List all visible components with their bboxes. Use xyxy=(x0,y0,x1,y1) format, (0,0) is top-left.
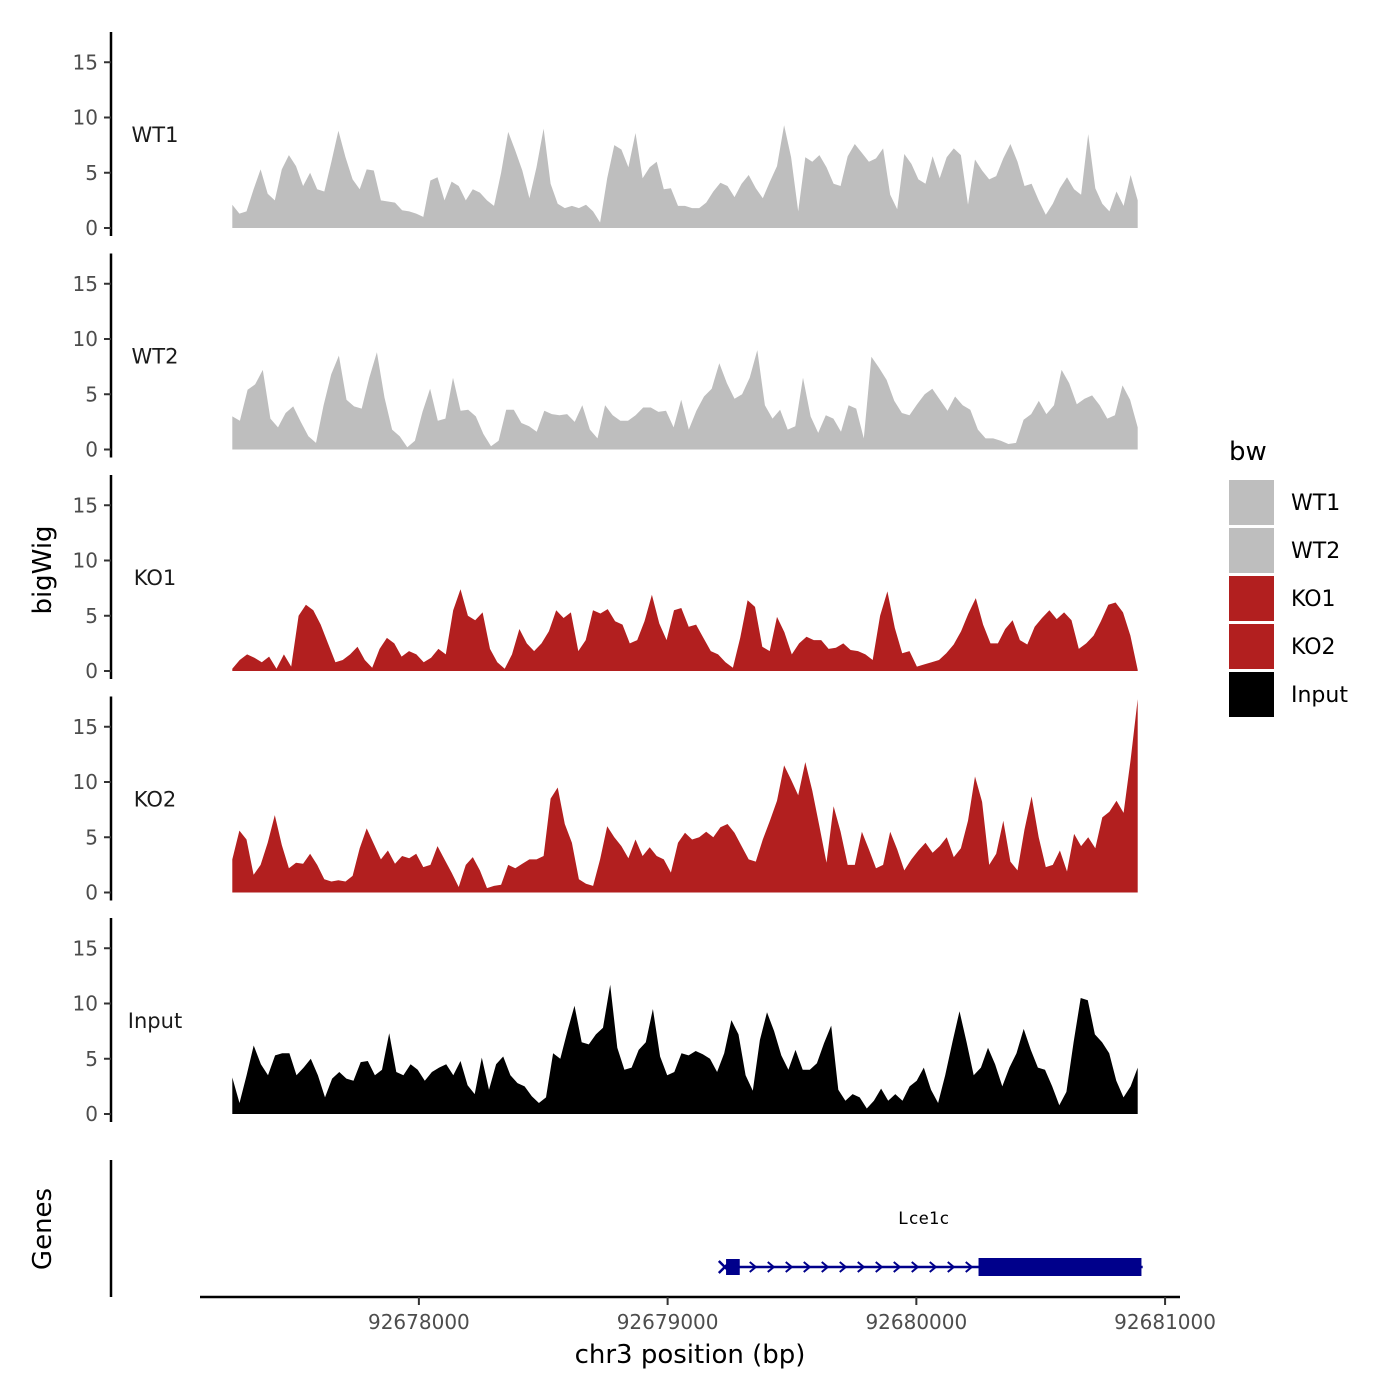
track-label-wt2: WT2 xyxy=(132,345,179,369)
x-ticks: 92678000 92679000 92680000 92681000 xyxy=(368,1297,1216,1334)
strand-chevron xyxy=(803,1261,812,1273)
track-label-ko2: KO2 xyxy=(134,788,177,812)
legend: bw WT1 WT2 KO1 KO2 Input xyxy=(1229,437,1348,717)
legend-label-input: Input xyxy=(1291,683,1348,708)
series-area-wt2 xyxy=(232,350,1138,450)
x-tick-label: 92678000 xyxy=(368,1310,470,1334)
panel-wt2: 0 5 10 15 WT2 xyxy=(73,253,1138,462)
legend-items: WT1 WT2 KO1 KO2 Input xyxy=(1229,480,1348,717)
legend-key-wt2 xyxy=(1229,528,1274,573)
genes-panel: Lce1c xyxy=(109,1160,1143,1297)
y-tick-label: 15 xyxy=(73,50,98,74)
strand-chevron xyxy=(767,1261,776,1273)
y-tick-label: 15 xyxy=(73,936,98,960)
strand-chevron xyxy=(857,1261,866,1273)
track-label-wt1: WT1 xyxy=(132,123,179,147)
strand-chevron xyxy=(893,1261,902,1273)
track-label-input: Input xyxy=(128,1009,182,1033)
y-tick-label: 10 xyxy=(73,106,98,130)
gene-lce1c xyxy=(717,1258,1143,1276)
x-tick-label: 92680000 xyxy=(865,1310,967,1334)
legend-title: bw xyxy=(1229,437,1267,467)
strand-chevron xyxy=(749,1261,758,1273)
x-axis: 92678000 92679000 92680000 92681000 xyxy=(200,1295,1216,1334)
legend-key-wt1 xyxy=(1229,480,1274,525)
strand-chevron xyxy=(947,1261,956,1273)
legend-label-wt2: WT2 xyxy=(1291,539,1340,564)
series-area-ko2 xyxy=(232,699,1138,893)
legend-label-wt1: WT1 xyxy=(1291,491,1340,516)
strand-chevron xyxy=(839,1261,848,1273)
gene-cds-block xyxy=(978,1258,1142,1276)
y-tick-label: 10 xyxy=(73,770,98,794)
gene-utr-block xyxy=(726,1259,740,1275)
gene-start-marker xyxy=(717,1260,732,1274)
y-tick-label: 0 xyxy=(85,216,98,240)
panel-wt1: 0 5 10 15 WT1 xyxy=(73,32,1138,240)
strand-chevron xyxy=(911,1261,920,1273)
y-tick-label: 5 xyxy=(85,604,98,628)
legend-key-ko2 xyxy=(1229,624,1274,669)
y-tick-label: 0 xyxy=(85,1102,98,1126)
y-tick-label: 10 xyxy=(73,327,98,351)
strand-chevron xyxy=(821,1261,830,1273)
gene-label: Lce1c xyxy=(898,1209,949,1229)
y-tick-label: 0 xyxy=(85,438,98,462)
panel-input: 0 5 10 15 Input xyxy=(73,918,1138,1126)
legend-key-input xyxy=(1229,672,1274,717)
y-tick-label: 5 xyxy=(85,382,98,406)
strand-chevron xyxy=(929,1261,938,1273)
legend-label-ko1: KO1 xyxy=(1291,587,1336,612)
legend-label-ko2: KO2 xyxy=(1291,635,1336,660)
x-tick-label: 92681000 xyxy=(1114,1310,1216,1334)
series-area-input xyxy=(232,984,1138,1114)
strand-chevron xyxy=(785,1261,794,1273)
x-axis-title: chr3 position (bp) xyxy=(575,1340,806,1370)
legend-key-ko1 xyxy=(1229,576,1274,621)
strand-chevron xyxy=(875,1261,884,1273)
y-tick-label: 0 xyxy=(85,659,98,683)
track-label-ko1: KO1 xyxy=(134,566,177,590)
y-tick-label: 10 xyxy=(73,992,98,1016)
y-tick-label: 15 xyxy=(73,272,98,296)
y-tick-label: 10 xyxy=(73,549,98,573)
y-tick-label: 15 xyxy=(73,715,98,739)
y-tick-label: 5 xyxy=(85,1047,98,1071)
y-tick-label: 5 xyxy=(85,825,98,849)
y-tick-label: 15 xyxy=(73,493,98,517)
strand-chevron xyxy=(965,1261,974,1273)
series-area-ko1 xyxy=(232,589,1138,671)
x-tick-label: 92679000 xyxy=(617,1310,719,1334)
y-axis-title: bigWig xyxy=(28,525,58,614)
panel-ko1: 0 5 10 15 KO1 xyxy=(73,475,1138,683)
signal-panels: 0 5 10 15 WT1 0 5 10 15 WT2 0 5 10 15 KO1 0 5 10 15 KO2 0 5 10… xyxy=(73,32,1138,1126)
series-area-wt1 xyxy=(232,125,1138,228)
panel-ko2: 0 5 10 15 KO2 xyxy=(73,696,1138,905)
genes-axis-title: Genes xyxy=(28,1188,58,1270)
y-tick-label: 5 xyxy=(85,161,98,185)
y-tick-label: 0 xyxy=(85,881,98,905)
